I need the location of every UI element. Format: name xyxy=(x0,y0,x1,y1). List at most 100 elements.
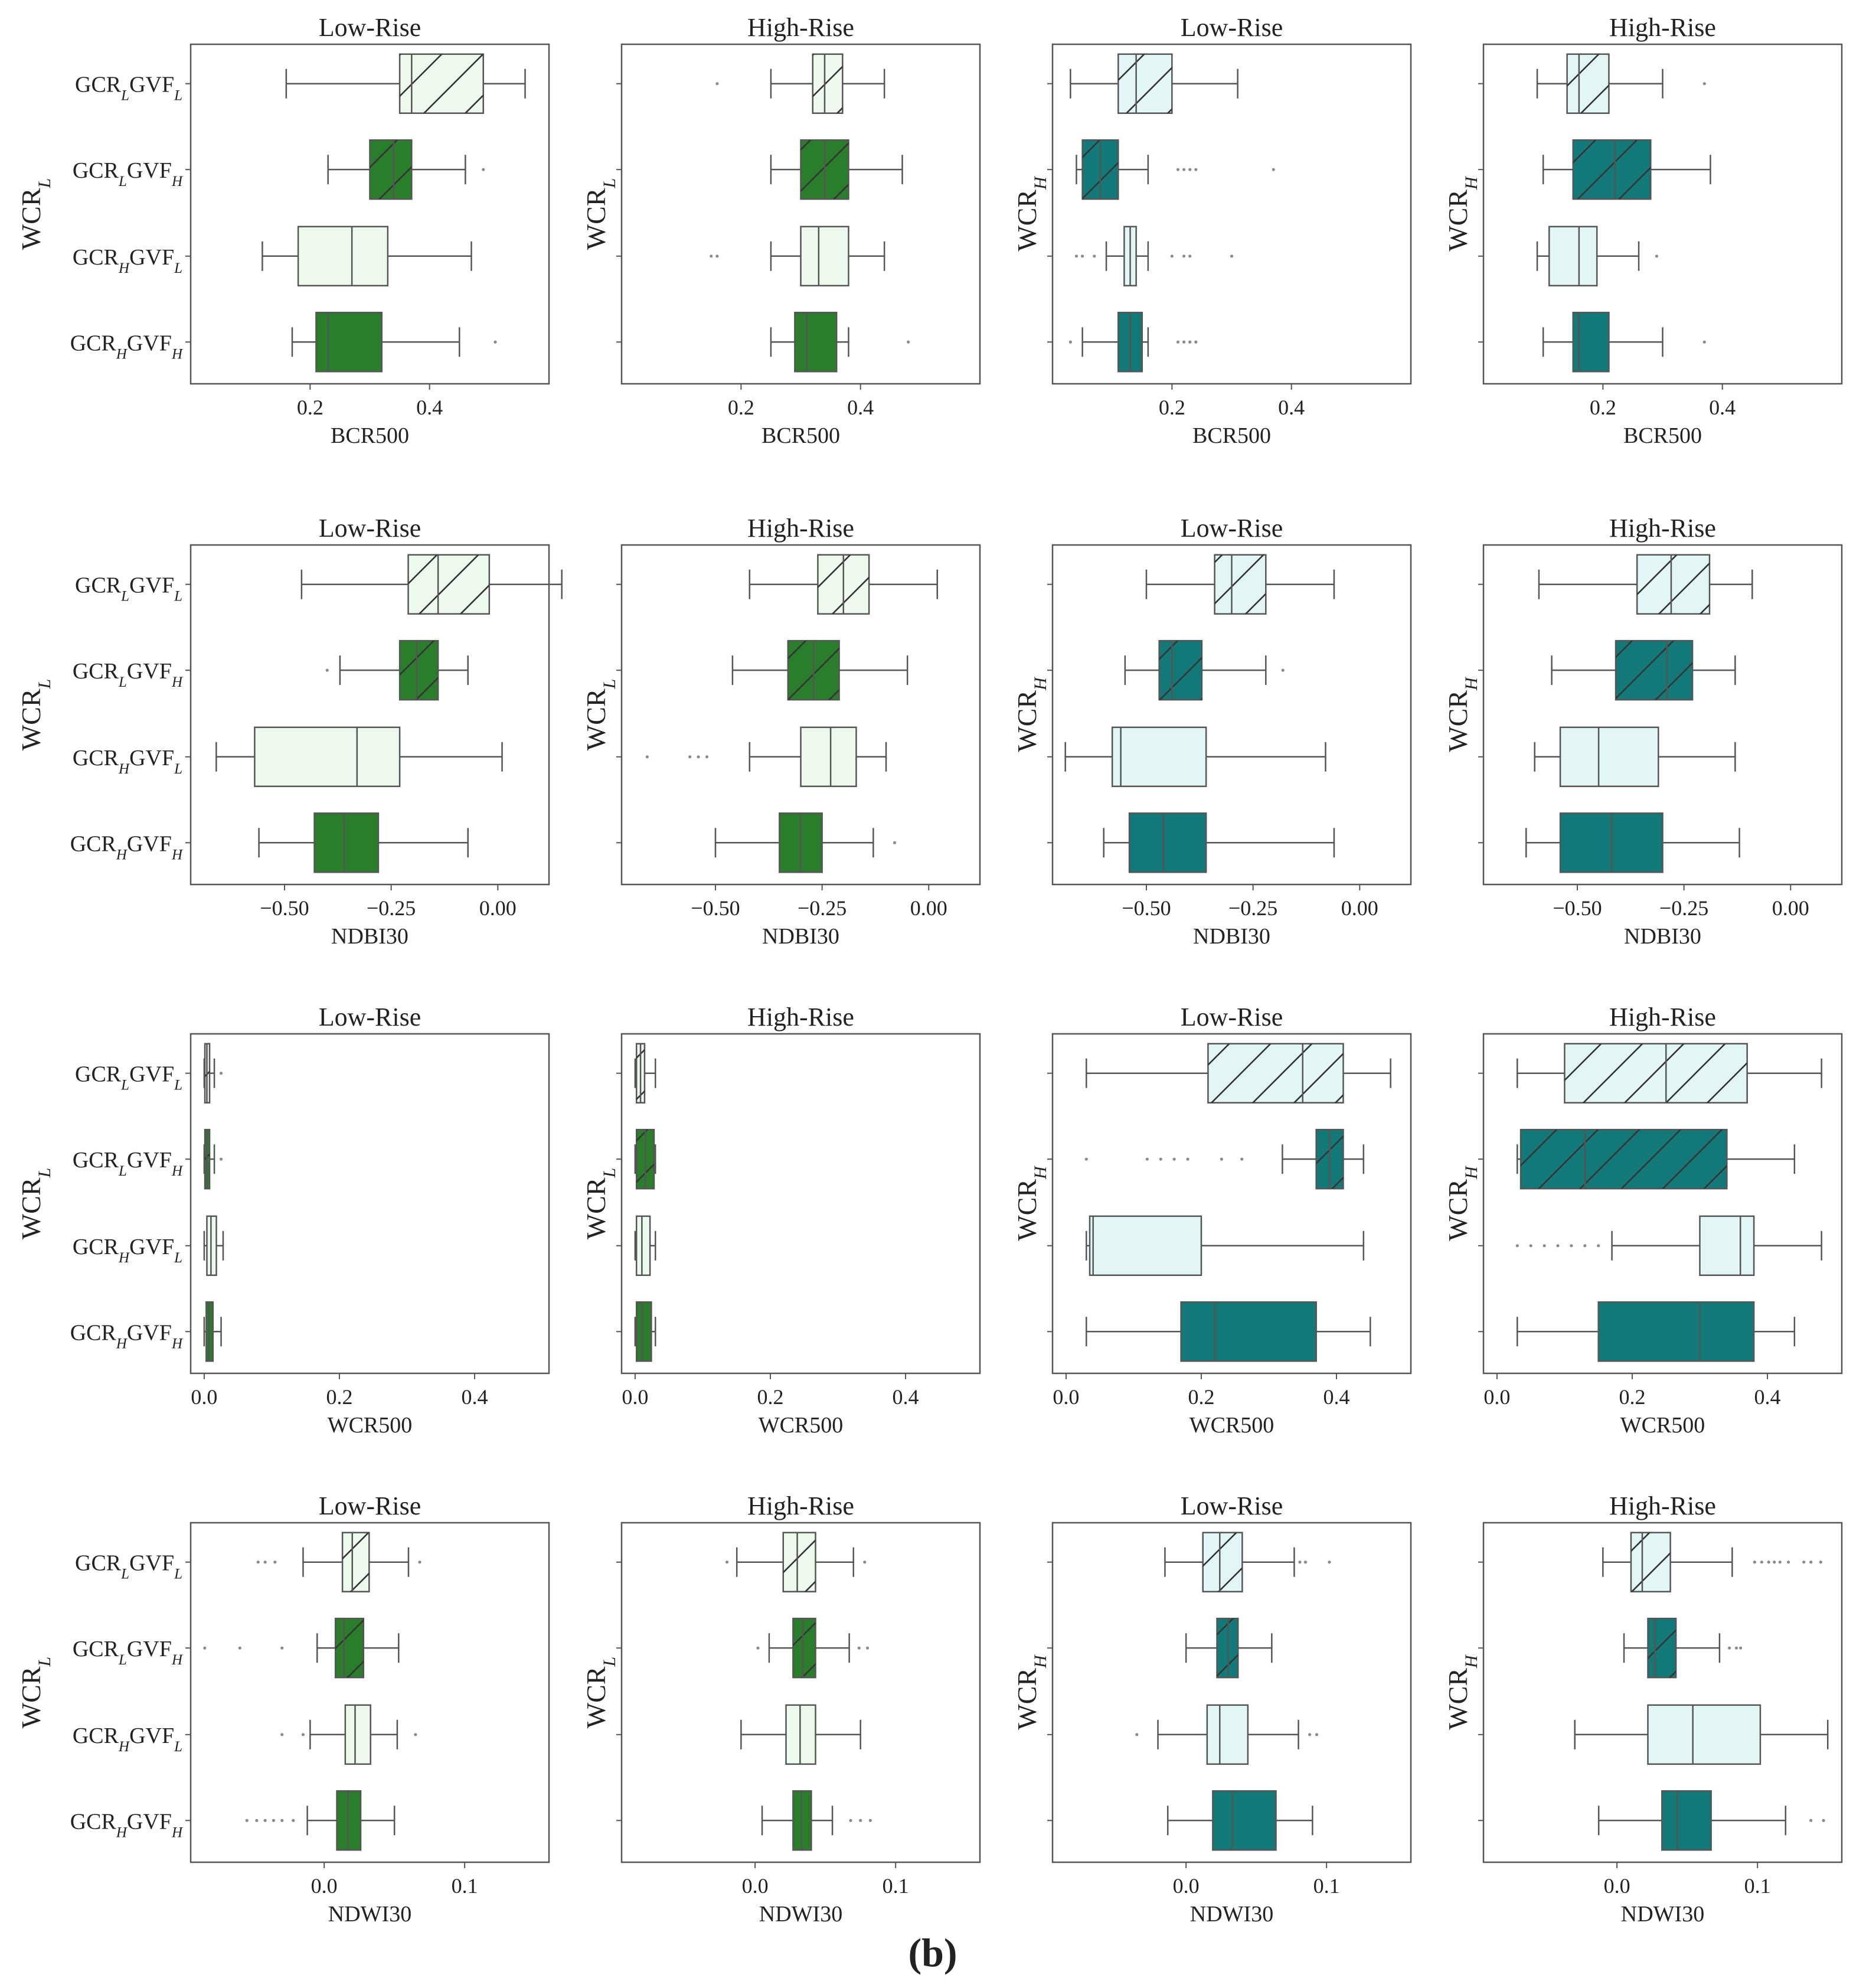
category-label: GCRLGVFL xyxy=(75,73,182,104)
box-GCRLGVFH xyxy=(1542,139,1711,200)
iqr-box xyxy=(635,1301,652,1362)
x-tick-label: 0.4 xyxy=(847,396,874,419)
panel-frame xyxy=(1051,43,1412,385)
outlier-point xyxy=(494,340,497,344)
x-tick-label: 0.0 xyxy=(1173,1874,1200,1898)
outlier-point xyxy=(1570,1244,1573,1248)
y-axis-label: WCRH xyxy=(1012,1165,1050,1241)
outlier-point xyxy=(1786,1561,1790,1564)
outlier-point xyxy=(857,1646,861,1650)
outlier-point xyxy=(1188,168,1192,171)
box-GCRHGVFL xyxy=(215,726,503,788)
outlier-point xyxy=(1182,168,1186,171)
panel-NDWI30-1: Low-Rise WCRL 0.0 0.1 NDWI30 GCRLGVFL GCRLGVFH… xyxy=(16,1491,550,1927)
outlier-point xyxy=(280,1733,284,1736)
x-tick-label: 0.2 xyxy=(1590,396,1616,419)
x-tick-label: 0.0 xyxy=(742,1874,769,1898)
outlier-point xyxy=(325,668,329,672)
category-label: GCRLGVFH xyxy=(73,659,184,690)
y-axis-label: WCRL xyxy=(16,1168,54,1239)
box-GCRHGVFL xyxy=(645,726,887,788)
category-label: GCRHGVFH xyxy=(70,331,184,362)
iqr-hatch xyxy=(1214,554,1266,614)
iqr-hatch xyxy=(1648,1618,1677,1678)
category-label: GCRHGVFH xyxy=(70,1809,184,1840)
outlier-point xyxy=(1230,254,1234,258)
box-GCRLGVFL xyxy=(1538,554,1753,615)
iqr-box xyxy=(313,812,380,873)
box-GCRLGVFL xyxy=(1070,53,1238,114)
outlier-point xyxy=(688,755,692,759)
panel-BCR500-2: High-Rise WCRL 0.2 0.4 BCR500 xyxy=(581,13,981,448)
y-axis-label: WCRL xyxy=(581,679,619,750)
outlier-point xyxy=(1176,168,1180,171)
box-GCRHGVFH xyxy=(1597,1790,1825,1851)
box-GCRLGVFH xyxy=(327,139,485,200)
y-axis-label: WCRH xyxy=(1012,1654,1050,1730)
outlier-point xyxy=(1727,1646,1731,1650)
box-GCRHGVFH xyxy=(1103,812,1335,873)
outlier-point xyxy=(1778,1561,1782,1564)
outlier-point xyxy=(263,1819,267,1822)
x-tick-label: 0.4 xyxy=(1709,396,1736,419)
outlier-point xyxy=(292,1819,295,1822)
x-axis-label: NDWI30 xyxy=(1190,1902,1273,1927)
box-GCRLGVFH xyxy=(203,1128,223,1190)
iqr-box xyxy=(1180,1301,1317,1362)
panel-BCR500-3: Low-Rise WCRH 0.2 0.4 BCR500 xyxy=(1012,13,1412,448)
panel-title: High-Rise xyxy=(1609,514,1716,543)
box-GCRHGVFH xyxy=(770,312,910,373)
iqr-hatch xyxy=(1118,54,1172,113)
outlier-point xyxy=(1760,1561,1763,1564)
outlier-point xyxy=(697,755,700,759)
outlier-point xyxy=(1281,668,1285,672)
x-tick-label: −0.25 xyxy=(1228,896,1277,920)
x-tick-label: 0.2 xyxy=(728,396,754,419)
outlier-point xyxy=(1767,1561,1770,1564)
panel-WCR500-3: Low-Rise WCRH 0.0 0.2 0.4 WCR500 xyxy=(1012,1003,1412,1438)
panel-WCR500-2: High-Rise WCRL 0.0 0.2 0.4 WCR500 xyxy=(581,1003,981,1438)
x-tick-label: 0.00 xyxy=(1772,896,1809,920)
y-axis-label: WCRH xyxy=(1443,175,1481,252)
outlier-point xyxy=(1080,254,1084,258)
outlier-point xyxy=(645,755,649,759)
iqr-box xyxy=(800,226,849,287)
iqr-box xyxy=(635,1215,651,1277)
y-axis-label: WCRL xyxy=(581,178,619,250)
outlier-point xyxy=(1702,340,1706,344)
category-label: GCRLGVFH xyxy=(73,1148,184,1179)
box-GCRLGVFL xyxy=(715,53,885,114)
outlier-point xyxy=(263,1561,267,1564)
y-axis-label: WCRH xyxy=(1012,676,1050,752)
y-axis-label: WCRH xyxy=(1443,1654,1481,1730)
outlier-point xyxy=(1186,1157,1189,1161)
box-GCRHGVFH xyxy=(1166,1790,1313,1851)
panel-title: Low-Rise xyxy=(319,1003,421,1031)
outlier-point xyxy=(865,1646,870,1650)
iqr-box xyxy=(1597,1301,1755,1362)
x-tick-label: 0.2 xyxy=(297,396,323,419)
outlier-point xyxy=(1773,1561,1776,1564)
x-axis-label: NDWI30 xyxy=(1621,1902,1704,1927)
box-GCRHGVFH xyxy=(203,1301,222,1362)
box-GCRLGVFL xyxy=(285,53,526,114)
box-GCRLGVFL xyxy=(1536,53,1706,114)
x-axis-label: BCR500 xyxy=(1623,423,1702,448)
outlier-point xyxy=(1655,254,1658,258)
panel-title: High-Rise xyxy=(747,514,854,543)
outlier-point xyxy=(1809,1561,1813,1564)
x-tick-label: 0.0 xyxy=(1483,1385,1510,1409)
y-axis-label: WCRH xyxy=(1443,676,1481,752)
panel-title: High-Rise xyxy=(747,13,854,42)
outlier-point xyxy=(715,254,719,258)
x-tick-label: 0.2 xyxy=(1619,1385,1645,1409)
box-GCRHGVFH xyxy=(1525,812,1740,873)
box-GCRHGVFL xyxy=(1536,226,1658,287)
outlier-point xyxy=(1145,1157,1149,1161)
outlier-point xyxy=(1303,1561,1308,1564)
panel-NDBI30-2: High-Rise WCRL −0.50 −0.25 0.00 NDBI30 xyxy=(581,514,981,949)
box-GCRHGVFL xyxy=(710,226,885,287)
iqr-box xyxy=(1212,1790,1277,1851)
outlier-point xyxy=(859,1819,862,1822)
box-GCRHGVFL xyxy=(203,1215,224,1277)
